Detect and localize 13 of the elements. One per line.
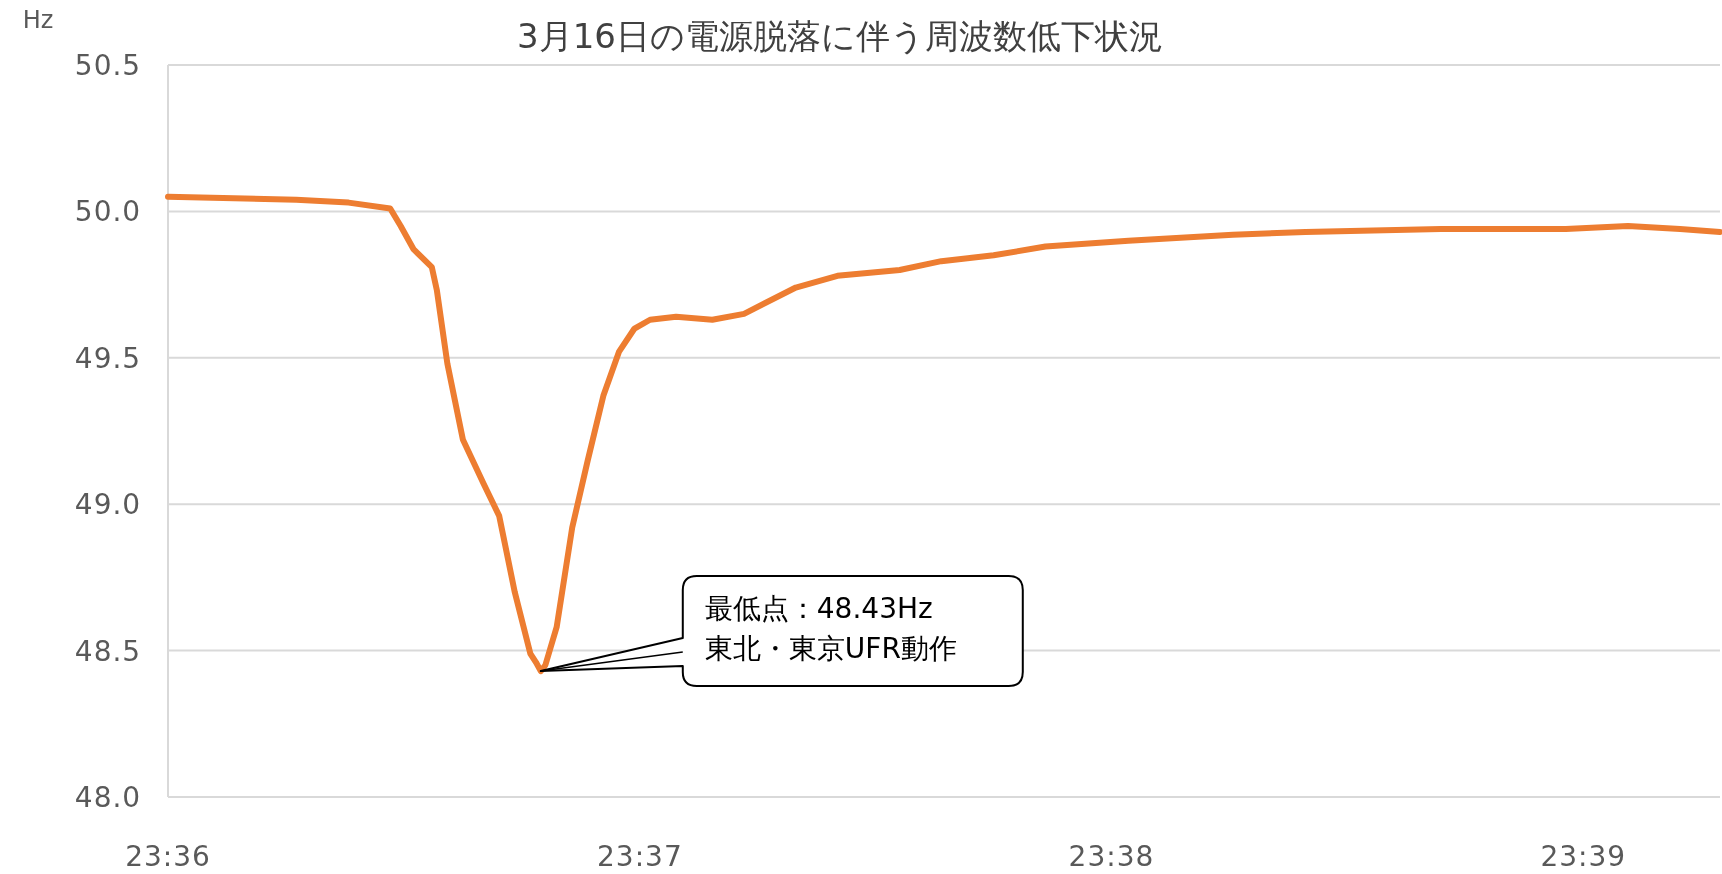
- y-tick-label: 48.5: [74, 634, 142, 668]
- chart-title: 3月16日の電源脱落に伴う周波数低下状況: [517, 16, 1163, 56]
- y-tick-label: 49.0: [74, 488, 142, 522]
- y-tick-label: 50.0: [74, 195, 142, 229]
- x-tick-label: 23:38: [1068, 840, 1155, 873]
- y-tick-label: 50.5: [74, 49, 142, 82]
- annotation: 最低点：48.43Hz 東北・東京UFR動作: [704, 592, 957, 666]
- y-tick-label: 48.0: [74, 781, 142, 814]
- x-tick-label: 23:37: [597, 840, 683, 873]
- y-axis-title: Hz: [22, 6, 54, 34]
- x-tick-label: 23:36: [125, 840, 211, 873]
- y-tick-label: 49.5: [74, 341, 142, 375]
- x-tick-label: 23:39: [1540, 840, 1627, 873]
